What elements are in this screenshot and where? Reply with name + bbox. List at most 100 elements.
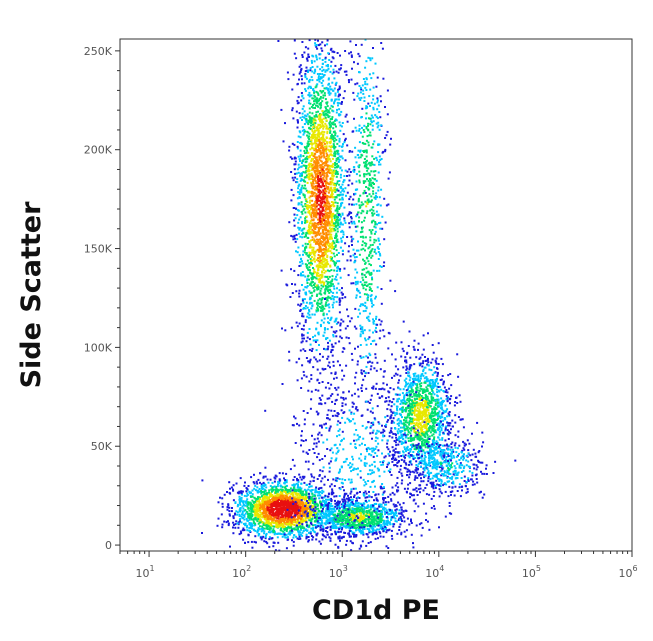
event-point bbox=[328, 339, 331, 342]
event-point bbox=[309, 358, 312, 361]
event-point bbox=[301, 228, 304, 231]
event-point bbox=[235, 510, 238, 513]
event-point bbox=[342, 249, 344, 252]
event-point bbox=[315, 249, 318, 252]
event-point bbox=[302, 97, 305, 100]
event-point bbox=[316, 159, 319, 162]
event-point bbox=[324, 288, 327, 291]
event-point bbox=[380, 158, 383, 160]
event-point bbox=[315, 143, 318, 146]
event-point bbox=[329, 186, 332, 189]
event-point bbox=[330, 104, 333, 107]
event-point bbox=[378, 143, 381, 146]
event-point bbox=[311, 117, 314, 120]
event-point bbox=[322, 525, 325, 528]
event-point bbox=[336, 215, 338, 218]
event-point bbox=[305, 451, 308, 454]
event-point bbox=[363, 281, 366, 284]
event-point bbox=[299, 154, 302, 157]
event-point bbox=[308, 85, 311, 88]
event-point bbox=[326, 165, 329, 168]
event-point bbox=[371, 437, 373, 440]
event-point bbox=[297, 191, 300, 194]
event-point bbox=[370, 232, 373, 235]
event-point bbox=[309, 519, 312, 522]
event-point bbox=[350, 217, 353, 220]
event-point bbox=[302, 193, 305, 196]
event-point bbox=[327, 364, 330, 367]
event-point bbox=[320, 164, 323, 167]
event-point bbox=[312, 147, 315, 150]
event-point bbox=[312, 218, 315, 221]
event-point bbox=[334, 201, 337, 204]
event-point bbox=[298, 289, 301, 292]
event-point bbox=[309, 195, 312, 198]
event-point bbox=[331, 221, 334, 224]
event-point bbox=[350, 216, 353, 218]
event-point bbox=[321, 183, 324, 186]
event-point bbox=[326, 229, 329, 232]
event-point bbox=[303, 235, 306, 238]
event-point bbox=[313, 356, 316, 359]
event-point bbox=[309, 220, 312, 223]
event-point bbox=[302, 171, 305, 174]
event-point bbox=[334, 123, 336, 126]
event-point bbox=[299, 216, 302, 219]
event-point bbox=[312, 193, 315, 196]
event-point bbox=[325, 313, 328, 316]
event-point bbox=[370, 185, 373, 188]
event-point bbox=[325, 178, 328, 181]
event-point bbox=[332, 260, 335, 263]
event-point bbox=[283, 529, 286, 531]
event-point bbox=[326, 173, 329, 176]
event-point bbox=[263, 504, 266, 507]
event-point bbox=[317, 178, 319, 181]
event-point bbox=[326, 254, 329, 257]
event-point bbox=[261, 536, 264, 539]
event-point bbox=[367, 117, 370, 120]
event-point bbox=[371, 243, 374, 246]
event-point bbox=[305, 118, 308, 121]
event-point bbox=[320, 166, 323, 169]
event-point bbox=[352, 130, 355, 133]
event-point bbox=[317, 248, 319, 251]
event-point bbox=[283, 496, 286, 499]
event-point bbox=[315, 150, 318, 152]
event-point bbox=[361, 276, 364, 279]
event-point bbox=[362, 78, 365, 80]
event-point bbox=[243, 484, 246, 487]
event-point bbox=[319, 43, 322, 46]
event-point bbox=[366, 257, 369, 260]
event-point bbox=[337, 420, 340, 423]
event-point bbox=[323, 214, 326, 217]
event-point bbox=[319, 96, 322, 98]
event-point bbox=[256, 497, 258, 500]
event-point bbox=[327, 87, 330, 90]
event-point bbox=[317, 286, 320, 289]
event-point bbox=[357, 199, 360, 202]
event-point bbox=[232, 521, 235, 524]
event-point bbox=[262, 523, 265, 526]
event-point bbox=[336, 273, 339, 276]
event-point bbox=[316, 304, 319, 307]
event-point bbox=[323, 347, 325, 350]
event-point bbox=[323, 226, 326, 229]
event-point bbox=[311, 249, 314, 252]
event-point bbox=[310, 122, 313, 125]
event-point bbox=[375, 156, 378, 159]
event-point bbox=[324, 44, 326, 47]
event-point bbox=[305, 511, 308, 514]
event-point bbox=[257, 522, 260, 525]
event-point bbox=[368, 174, 371, 176]
event-point bbox=[320, 276, 323, 279]
event-point bbox=[374, 197, 377, 200]
event-point bbox=[309, 343, 312, 346]
event-point bbox=[373, 140, 376, 143]
event-point bbox=[321, 62, 324, 65]
event-point bbox=[306, 155, 309, 158]
event-point bbox=[232, 515, 235, 518]
event-point bbox=[312, 223, 315, 226]
event-point bbox=[317, 266, 320, 269]
event-point bbox=[313, 142, 316, 145]
event-point bbox=[252, 528, 255, 531]
